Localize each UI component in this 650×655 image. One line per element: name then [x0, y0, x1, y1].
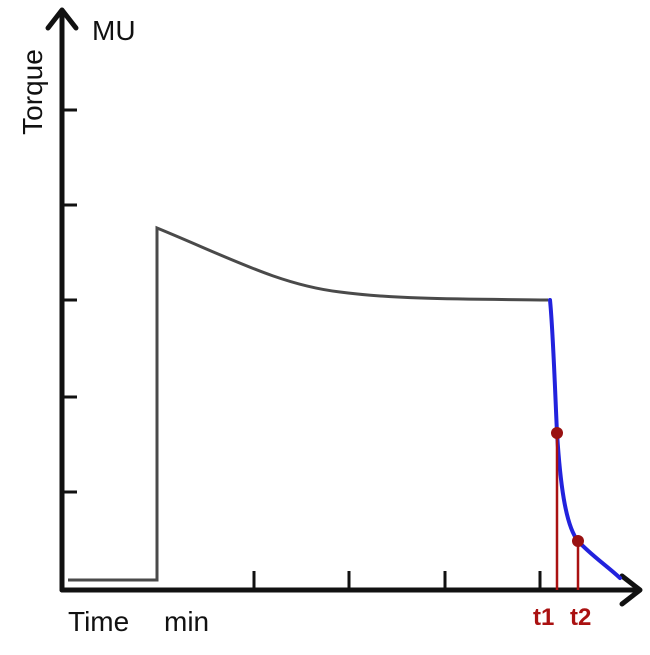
x-axis-arrow: [619, 573, 643, 607]
y-label: Torque: [17, 49, 48, 135]
x-label: Time: [68, 606, 129, 637]
y-axis-arrow: [45, 7, 79, 31]
marker-lines: [555, 433, 580, 590]
y-unit: MU: [92, 15, 136, 46]
marker-label: t1: [533, 604, 554, 631]
t1-point: [551, 427, 563, 439]
x-unit: min: [164, 606, 209, 637]
torque-curve: [68, 225, 549, 582]
marker-label: t2: [570, 604, 591, 631]
ticks: [62, 108, 542, 590]
relaxation-curve: [548, 298, 622, 580]
t2-point: [572, 535, 584, 547]
